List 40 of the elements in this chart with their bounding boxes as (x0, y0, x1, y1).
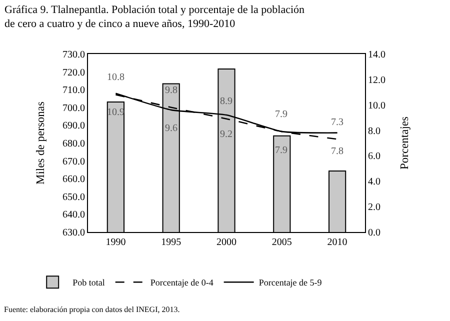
legend-label: Pob total (72, 278, 106, 288)
y-tick-label: 630.0 (62, 228, 85, 238)
x-tick-label: 1990 (106, 237, 126, 248)
data-label: 9.8 (165, 85, 178, 96)
y-tick-label: 710.0 (62, 85, 85, 96)
data-label: 10.8 (107, 72, 124, 83)
y-tick-label: 660.0 (62, 174, 85, 186)
legend-label: Porcentaje de 5-9 (258, 278, 322, 288)
source-note: Fuente: elaboración propia con datos del INEGI, 2013. (4, 305, 180, 314)
y2-tick-label: 14.0 (368, 50, 386, 60)
y-tick-label: 730.0 (62, 50, 85, 60)
y-tick-label: 690.0 (62, 120, 85, 132)
data-label: 7.8 (331, 146, 344, 157)
y2-axis-title: Porcentajes (399, 116, 412, 170)
y2-tick-label: 12.0 (368, 74, 386, 86)
y2-tick-label: 4.0 (368, 176, 380, 188)
y-axis-title: Miles de personas (34, 100, 47, 185)
x-tick-label: 2000 (216, 237, 236, 248)
data-label: 9.6 (165, 123, 178, 134)
y-tick-label: 700.0 (62, 102, 85, 114)
y2-tick-label: 8.0 (368, 126, 380, 137)
y-tick-label: 640.0 (62, 210, 85, 221)
data-label: 7.9 (275, 145, 288, 156)
y2-tick-label: 6.0 (368, 151, 380, 162)
x-tick-label: 2005 (272, 237, 292, 248)
data-label: 7.9 (275, 109, 288, 120)
data-label: 8.9 (220, 96, 232, 107)
data-label: 9.2 (220, 129, 232, 140)
y-tick-label: 680.0 (62, 138, 85, 150)
x-tick-label: 1995 (161, 237, 182, 248)
chart-title: Gráfica 9. Tlalnepantla. Población total y porcentaje de la población de cero a cuatro y de cinco a nueve años, 1990-2010 (4, 4, 306, 30)
y-tick-label: 650.0 (62, 192, 85, 203)
y-tick-label: 720.0 (62, 67, 85, 78)
legend-label: Porcentaje de 0-4 (150, 278, 214, 288)
y2-tick-label: 0.0 (368, 228, 380, 238)
x-tick-label: 2010 (327, 237, 348, 248)
y2-tick-label: 10.0 (368, 100, 386, 112)
data-label: 7.3 (331, 117, 344, 128)
y2-tick-label: 2.0 (368, 202, 380, 214)
y-tick-label: 670.0 (62, 156, 85, 168)
